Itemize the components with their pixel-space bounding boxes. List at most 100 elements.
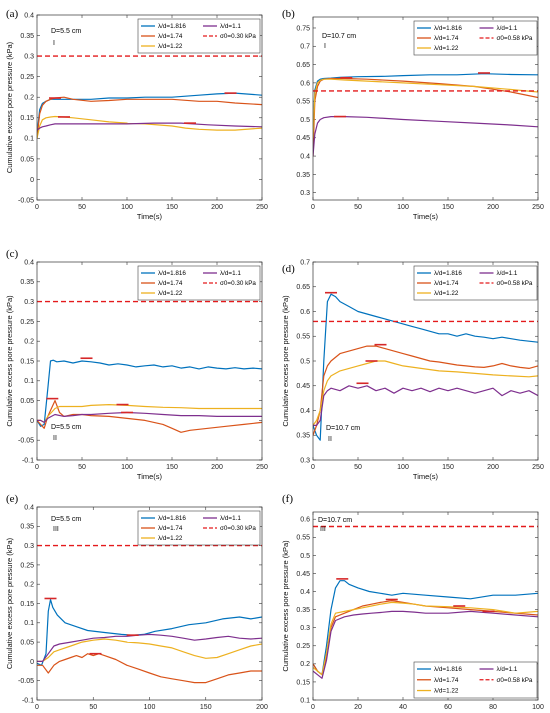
legend: λ/d=1.816 λ/d=1.74 λ/d=1.22 λ/d=1.1 σ0=0.30 … [137,18,261,54]
y-tick-label: 0.3 [24,299,34,306]
y-tick-label: 0 [30,418,34,425]
diameter-annotation: D=10.7 cm [318,517,352,524]
y-tick-label: 0.05 [20,398,34,405]
x-tick-label: 20 [354,704,362,711]
legend-box [137,18,261,54]
y-tick-label: 0.4 [300,153,310,160]
series-line-0 [313,580,538,676]
panel-b: 0 50 100 150 200 250 0.3 0.35 0.4 0.45 0.5 0.55 0.6 0… [282,8,544,221]
y-tick-label: 0.25 [20,319,34,326]
test-series-annotation: II [53,435,57,442]
x-axis-label: Time(s) [413,472,439,481]
panel-label: (b) [282,8,295,20]
y-tick-label: 0.5 [300,358,310,365]
axes-frame [36,14,263,201]
y-tick-label: 0.2 [24,582,34,589]
y-tick-label: 0.75 [296,25,310,32]
y-tick-label: 0.25 [20,562,34,569]
x-tick-label: 200 [256,704,268,711]
axes-frame [36,506,263,701]
y-tick-label: 0.1 [24,620,34,627]
x-tick-label: 80 [489,704,497,711]
y-tick-label: 0.4 [24,12,34,19]
legend-entry-label: λ/d=1.1 [497,666,518,673]
y-tick-label: 0.55 [296,535,310,542]
x-tick-label: 150 [166,464,178,471]
y-tick-label: 0.35 [296,433,310,440]
series-line-1 [37,96,262,139]
x-tick-label: 200 [487,464,499,471]
legend-entry-label: λ/d=1.1 [220,23,241,30]
series-line-0 [313,293,538,441]
legend-entry-label: λ/d=1.1 [497,25,518,32]
y-tick-label: 0.65 [296,284,310,291]
legend: λ/d=1.816 λ/d=1.74 λ/d=1.22 λ/d=1.1 σ0=0.30 … [137,510,261,546]
series-line-1 [37,653,262,684]
y-tick-label: 0.6 [300,517,310,524]
x-axis-label: Time(s) [137,472,163,481]
panel-c: 0 50 100 150 200 250 -0.1 -0.05 0 0.05 0.1 0.15 0.2 0… [5,248,268,481]
x-tick-label: 0 [35,464,39,471]
y-tick-label: 0.05 [20,156,34,163]
panel-label: (c) [6,248,19,260]
y-axis-label: Cumulative excess pore pressure (kPa) [5,537,14,669]
y-tick-label: 0.4 [300,589,310,596]
legend-entry-label: λ/d=1.22 [158,535,183,542]
panel-e: 0 50 100 150 200 -0.1 -0.05 0 0.05 0.1 0.15 0.2 0.25… [5,493,268,713]
x-tick-label: 0 [311,704,315,711]
y-axis-label: Cumulative excess pore pressure (kPa) [281,540,290,672]
series-line-2 [37,404,262,423]
y-tick-label: 0.2 [24,95,34,102]
legend: λ/d=1.816 λ/d=1.74 λ/d=1.22 λ/d=1.1 σ0=0.58 … [413,20,538,56]
y-tick-label: 0 [30,659,34,666]
y-tick-label: 0.45 [296,383,310,390]
series-line-1 [313,345,538,436]
legend-entry-label: λ/d=1.74 [434,677,459,684]
y-axis-label: Cumulative excess pore pressure (kPa) [5,295,14,427]
legend-entry-label: σ0=0.58 kPa [497,35,533,42]
legend-entry-label: λ/d=1.816 [434,25,462,32]
x-tick-label: 60 [444,704,452,711]
legend-entry-label: λ/d=1.1 [220,270,241,277]
x-tick-label: 50 [354,204,362,211]
legend: λ/d=1.816 λ/d=1.74 λ/d=1.22 λ/d=1.1 σ0=0.58 … [413,265,538,301]
panel-label: (e) [6,493,19,505]
x-tick-label: 200 [211,204,223,211]
series-line-3 [313,610,538,679]
legend-entry-label: λ/d=1.1 [497,270,518,277]
series-line-2 [313,78,538,138]
y-tick-label: 0.45 [296,135,310,142]
legend-box [413,20,538,56]
x-tick-label: 50 [78,464,86,471]
x-tick-label: 100 [144,704,156,711]
legend-entry-label: σ0=0.30 kPa [220,525,256,532]
y-tick-label: 0.15 [20,358,34,365]
y-tick-label: 0.3 [24,54,34,61]
y-tick-label: 0.15 [20,601,34,608]
test-series-annotation: III [53,526,59,533]
series-line-3 [37,122,262,131]
x-tick-label: 100 [121,464,133,471]
legend-entry-label: λ/d=1.816 [158,23,186,30]
y-tick-label: 0.35 [20,279,34,286]
x-tick-label: 150 [200,704,212,711]
axes-frame [312,16,539,201]
y-tick-label: 0.2 [300,661,310,668]
diameter-annotation: D=5.5 cm [51,516,81,523]
legend-entry-label: λ/d=1.22 [434,45,459,52]
y-tick-label: 0.35 [296,607,310,614]
legend-entry-label: λ/d=1.74 [158,280,183,287]
series-line-3 [37,411,262,423]
series-line-0 [37,359,262,427]
x-axis-label: Time(s) [137,212,163,221]
y-tick-label: -0.05 [18,197,34,204]
axes-frame [36,261,263,461]
panel-f: 0 20 40 60 80 100 0.1 0.15 0.2 0.25 0.3 0.35 0.4 0.45… [281,493,544,713]
legend-box [137,265,261,301]
series-group [37,55,262,139]
legend-entry-label: σ0=0.30 kPa [220,33,256,40]
legend-entry-label: σ0=0.58 kPa [497,677,533,684]
x-tick-label: 250 [532,464,544,471]
panel-d: 0 50 100 150 200 250 0.3 0.35 0.4 0.45 0.5 0.55 0.6 0… [281,259,544,481]
legend-entry-label: λ/d=1.816 [434,666,462,673]
